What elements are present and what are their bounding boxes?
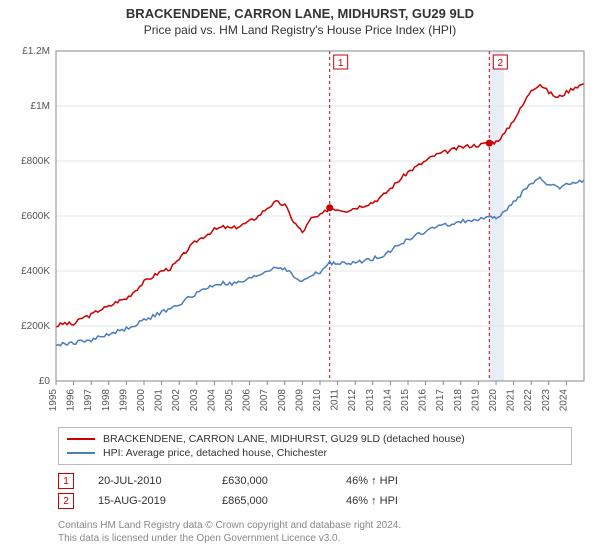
svg-text:1: 1 xyxy=(338,58,344,69)
svg-text:2019: 2019 xyxy=(470,389,481,412)
svg-text:2007: 2007 xyxy=(259,389,270,412)
svg-text:2016: 2016 xyxy=(418,389,429,412)
legend-swatch xyxy=(67,438,95,440)
legend-label: BRACKENDENE, CARRON LANE, MIDHURST, GU29… xyxy=(103,433,465,445)
legend-label: HPI: Average price, detached house, Chic… xyxy=(103,447,327,459)
legend-box: BRACKENDENE, CARRON LANE, MIDHURST, GU29… xyxy=(58,427,572,465)
sales-price: £865,000 xyxy=(222,495,322,507)
footer-attribution: Contains HM Land Registry data © Crown c… xyxy=(58,519,572,545)
svg-text:2014: 2014 xyxy=(382,389,393,412)
sales-row: 2 15-AUG-2019 £865,000 46% ↑ HPI xyxy=(58,491,572,511)
svg-text:2011: 2011 xyxy=(330,389,341,411)
svg-text:£1.2M: £1.2M xyxy=(22,46,50,57)
svg-text:1997: 1997 xyxy=(83,389,94,412)
sales-delta: 46% ↑ HPI xyxy=(346,475,446,487)
svg-text:2024: 2024 xyxy=(558,389,569,412)
sales-index-box: 1 xyxy=(58,473,74,489)
svg-text:2023: 2023 xyxy=(541,389,552,412)
svg-text:1995: 1995 xyxy=(48,389,59,412)
sales-table: 1 20-JUL-2010 £630,000 46% ↑ HPI 2 15-AUG-201… xyxy=(58,471,572,511)
svg-text:£400K: £400K xyxy=(21,266,50,277)
svg-text:2002: 2002 xyxy=(171,389,182,412)
sales-price: £630,000 xyxy=(222,475,322,487)
footer-line-2: This data is licensed under the Open Gov… xyxy=(58,532,572,545)
svg-text:2006: 2006 xyxy=(242,389,253,412)
svg-text:£600K: £600K xyxy=(21,211,50,222)
svg-text:2008: 2008 xyxy=(277,389,288,412)
chart-plot-area: £0 £200K £400K £600K £800K £1M £1.2M 1995 1996 19… xyxy=(0,41,600,421)
svg-text:£0: £0 xyxy=(39,376,51,387)
svg-text:2021: 2021 xyxy=(506,389,517,412)
chart-subtitle: Price paid vs. HM Land Registry's House … xyxy=(0,21,600,41)
svg-text:2022: 2022 xyxy=(523,389,534,412)
svg-text:2013: 2013 xyxy=(365,389,376,412)
sales-date: 20-JUL-2010 xyxy=(98,475,198,487)
legend-swatch xyxy=(67,452,95,454)
svg-text:1996: 1996 xyxy=(66,389,77,412)
svg-text:2018: 2018 xyxy=(453,389,464,412)
legend-item: BRACKENDENE, CARRON LANE, MIDHURST, GU29… xyxy=(67,432,563,446)
footer-line-1: Contains HM Land Registry data © Crown c… xyxy=(58,519,572,532)
svg-text:1998: 1998 xyxy=(101,389,112,412)
svg-text:2010: 2010 xyxy=(312,389,323,412)
svg-text:2015: 2015 xyxy=(400,389,411,412)
svg-text:1999: 1999 xyxy=(118,389,129,412)
svg-text:2000: 2000 xyxy=(136,389,147,412)
sales-row: 1 20-JUL-2010 £630,000 46% ↑ HPI xyxy=(58,471,572,491)
svg-text:2003: 2003 xyxy=(189,389,200,412)
legend-item: HPI: Average price, detached house, Chic… xyxy=(67,446,563,460)
chart-container: BRACKENDENE, CARRON LANE, MIDHURST, GU29… xyxy=(0,0,600,560)
svg-text:2009: 2009 xyxy=(294,389,305,412)
svg-text:2012: 2012 xyxy=(347,389,358,412)
sales-index-box: 2 xyxy=(58,493,74,509)
svg-text:2001: 2001 xyxy=(154,389,165,412)
svg-text:2004: 2004 xyxy=(206,389,217,412)
svg-text:2005: 2005 xyxy=(224,389,235,412)
svg-text:£800K: £800K xyxy=(21,156,50,167)
svg-text:2017: 2017 xyxy=(435,389,446,412)
svg-text:£1M: £1M xyxy=(31,101,50,112)
svg-text:2020: 2020 xyxy=(488,389,499,412)
svg-text:£200K: £200K xyxy=(21,321,50,332)
sales-date: 15-AUG-2019 xyxy=(98,495,198,507)
chart-title: BRACKENDENE, CARRON LANE, MIDHURST, GU29… xyxy=(0,0,600,21)
sales-delta: 46% ↑ HPI xyxy=(346,495,446,507)
line-chart-svg: £0 £200K £400K £600K £800K £1M £1.2M 1995 1996 19… xyxy=(0,41,600,421)
svg-text:2: 2 xyxy=(498,58,504,69)
